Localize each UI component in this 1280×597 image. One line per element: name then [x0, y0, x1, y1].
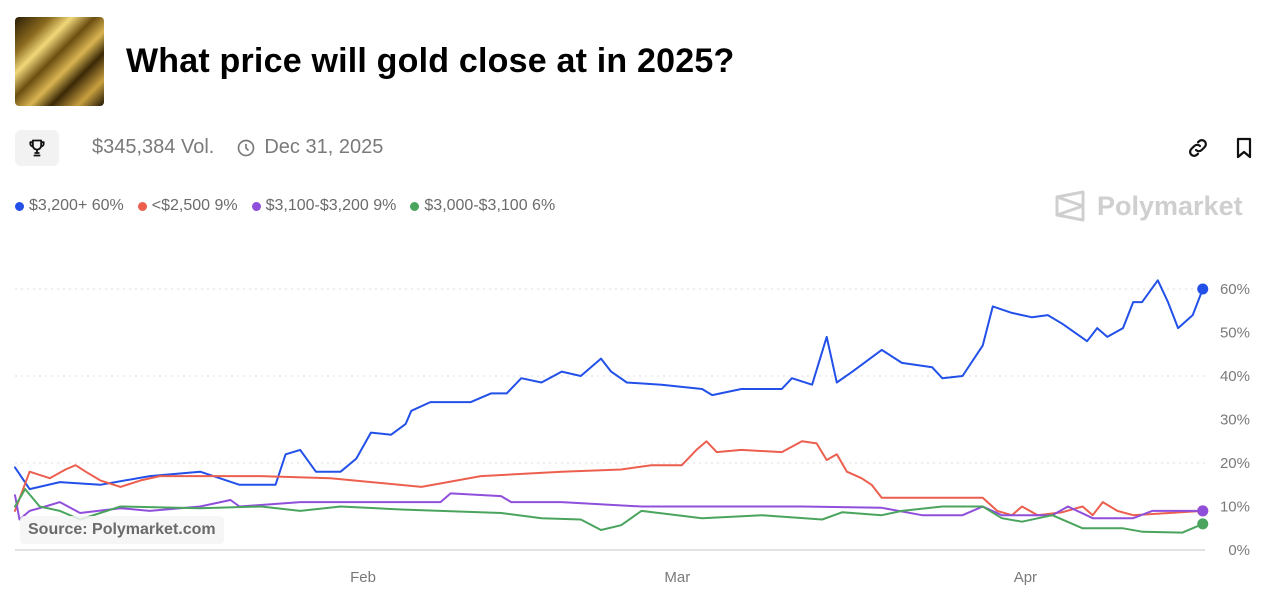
header-actions [1186, 136, 1256, 165]
series-line [14, 440, 1204, 517]
y-tick-label: 0% [1228, 542, 1250, 559]
y-tick-label: 10% [1220, 499, 1250, 516]
legend-label: <$2,500 9% [151, 197, 238, 214]
x-tick-label: Mar [664, 569, 690, 586]
legend-label: $3,000-$3,100 6% [424, 197, 556, 214]
legend-label: $3,200+ 60% [29, 197, 124, 214]
market-thumbnail [15, 17, 104, 106]
link-icon[interactable] [1186, 136, 1210, 165]
end-date-text: Dec 31, 2025 [264, 136, 384, 158]
market-meta: $345,384 Vol. Dec 31, 2025 [92, 136, 383, 159]
page-title: What price will gold close at in 2025? [126, 42, 735, 80]
series-end-marker [1197, 505, 1209, 517]
series-line [14, 488, 1204, 534]
y-tick-label: 40% [1220, 368, 1250, 385]
legend-item: $3,200+ 60% [15, 197, 124, 215]
x-tick-label: Apr [1014, 569, 1037, 586]
legend-dot [15, 201, 24, 211]
legend-item: $3,000-$3,100 6% [410, 197, 555, 215]
trophy-button[interactable] [15, 130, 59, 166]
series-line [14, 279, 1204, 491]
clock-icon [236, 138, 256, 158]
series-line [14, 492, 1204, 521]
legend-dot [251, 201, 261, 211]
y-tick-label: 30% [1220, 412, 1250, 429]
y-tick-label: 50% [1220, 325, 1250, 342]
chart-legend: $3,200+ 60% <$2,500 9% $3,100-$3,200 9% … [15, 197, 555, 215]
legend-label: $3,100-$3,200 9% [265, 197, 397, 214]
bookmark-icon[interactable] [1232, 136, 1256, 165]
legend-item: $3,100-$3,200 9% [251, 197, 397, 215]
polymarket-logo-icon [1055, 190, 1085, 222]
series-end-marker [1197, 283, 1209, 295]
y-tick-label: 60% [1220, 281, 1250, 298]
trophy-icon [29, 139, 45, 157]
series-end-marker [1197, 518, 1209, 530]
y-tick-label: 20% [1220, 455, 1250, 472]
legend-dot [410, 201, 420, 211]
volume-text: $345,384 Vol. [92, 136, 215, 158]
brand-name: Polymarket [1097, 190, 1243, 221]
x-tick-label: Feb [350, 569, 376, 586]
polymarket-logo: Polymarket [1053, 189, 1243, 223]
source-label: Source: Polymarket.com [20, 516, 224, 544]
legend-item: <$2,500 9% [137, 197, 238, 215]
legend-dot [137, 201, 147, 211]
